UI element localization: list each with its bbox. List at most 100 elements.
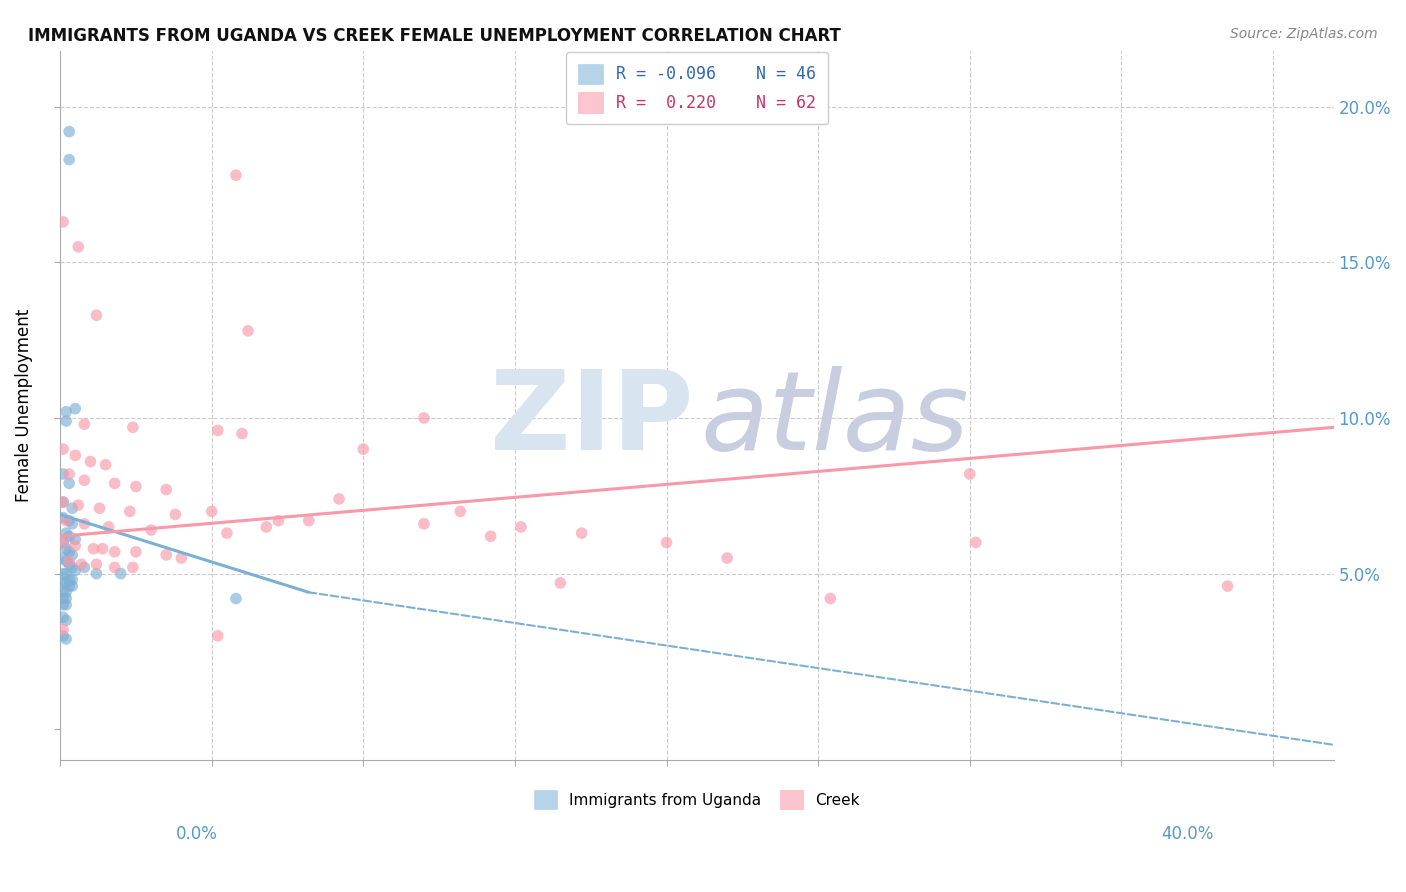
Point [55,576,77,591]
Point [55,514,77,528]
Point [165,508,187,522]
Point [65,448,87,462]
Point [52,610,75,624]
Point [104,476,127,491]
Point [67,240,90,254]
Point [125,545,148,559]
Point [52,535,75,549]
Point [58,573,80,587]
Text: atlas: atlas [700,367,969,474]
Point [65,401,87,416]
Point [52,510,75,524]
Point [55,526,77,541]
Point [86,308,108,322]
Point [55,554,77,568]
Point [65,539,87,553]
Point [52,576,75,591]
Point [118,504,141,518]
Point [58,153,80,167]
Point [52,551,75,566]
Point [65,533,87,547]
Point [170,551,193,566]
Point [58,514,80,528]
Point [60,516,83,531]
Point [267,514,290,528]
Point [510,520,533,534]
Point [413,411,436,425]
Point [55,585,77,599]
Point [97,520,120,534]
Point [52,495,75,509]
Point [52,591,75,606]
Point [125,479,148,493]
Y-axis label: Female Unemployment: Female Unemployment [15,309,32,502]
Point [60,548,83,562]
Point [86,566,108,581]
Point [82,541,104,556]
Point [55,591,77,606]
Point [58,467,80,481]
Point [91,541,114,556]
Point [52,215,75,229]
Point [52,467,75,481]
Point [58,554,80,568]
Point [231,426,253,441]
Point [121,560,143,574]
Text: 0.0%: 0.0% [176,825,218,843]
Point [52,566,75,581]
Point [52,598,75,612]
Point [820,591,842,606]
Point [959,467,981,481]
Point [60,579,83,593]
Point [225,591,247,606]
Point [58,476,80,491]
Point [89,501,111,516]
Point [479,529,502,543]
Point [254,520,277,534]
Point [236,324,259,338]
Point [58,529,80,543]
Point [52,623,75,637]
Point [58,125,80,139]
Point [215,526,238,541]
Point [58,579,80,593]
Point [79,454,101,468]
Point [55,405,77,419]
Point [70,558,93,572]
Point [155,483,177,497]
Point [73,473,96,487]
Point [121,420,143,434]
Point [104,545,127,559]
Point [55,541,77,556]
Point [965,535,987,549]
Point [139,523,162,537]
Point [65,564,87,578]
Point [52,442,75,456]
Point [298,514,321,528]
Point [449,504,471,518]
Point [55,613,77,627]
Point [60,501,83,516]
Point [352,442,374,456]
Point [55,414,77,428]
Point [60,573,83,587]
Point [155,548,177,562]
Point [207,629,229,643]
Point [73,560,96,574]
Point [413,516,436,531]
Point [94,458,117,472]
Text: ZIP: ZIP [489,367,693,474]
Point [655,535,678,549]
Point [110,566,132,581]
Point [55,632,77,646]
Text: Source: ZipAtlas.com: Source: ZipAtlas.com [1230,27,1378,41]
Point [328,491,350,506]
Point [550,576,572,591]
Point [58,545,80,559]
Point [1216,579,1239,593]
Point [52,535,75,549]
Text: 40.0%: 40.0% [1161,825,1213,843]
Point [55,566,77,581]
Text: IMMIGRANTS FROM UGANDA VS CREEK FEMALE UNEMPLOYMENT CORRELATION CHART: IMMIGRANTS FROM UGANDA VS CREEK FEMALE U… [28,27,841,45]
Point [104,560,127,574]
